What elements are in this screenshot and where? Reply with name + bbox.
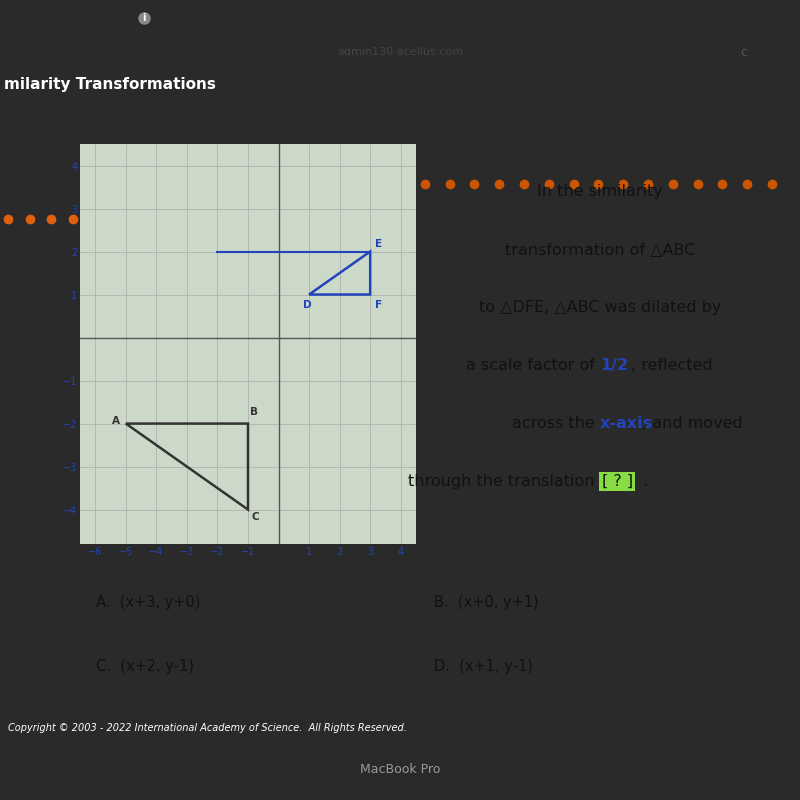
Text: E: E [374, 239, 382, 250]
Text: A.  (x+3, y+0): A. (x+3, y+0) [97, 594, 201, 610]
Text: across the: across the [512, 416, 600, 431]
Text: B.  (x+0, y+1): B. (x+0, y+1) [434, 594, 538, 610]
Text: D.  (x+1, y-1): D. (x+1, y-1) [434, 658, 533, 674]
Text: a scale factor of: a scale factor of [466, 358, 600, 373]
Text: , and moved: , and moved [642, 416, 743, 431]
Text: , reflected: , reflected [631, 358, 713, 373]
Text: D: D [303, 300, 312, 310]
Text: 1/2: 1/2 [600, 358, 628, 373]
Text: .: . [642, 474, 647, 489]
Text: B: B [250, 407, 258, 417]
Text: through the translation: through the translation [408, 474, 600, 489]
Text: F: F [374, 300, 382, 310]
Text: c: c [741, 46, 747, 58]
Text: i: i [142, 13, 146, 23]
Text: C.  (x+2, y-1): C. (x+2, y-1) [97, 658, 194, 674]
Text: In the similarity: In the similarity [537, 184, 663, 199]
Text: Copyright © 2003 - 2022 International Academy of Science.  All Rights Reserved.: Copyright © 2003 - 2022 International Ac… [8, 723, 407, 733]
Text: C: C [251, 512, 258, 522]
Text: MacBook Pro: MacBook Pro [360, 762, 440, 776]
Text: [ ? ]: [ ? ] [602, 474, 633, 489]
Text: milarity Transformations: milarity Transformations [4, 77, 216, 91]
Text: transformation of △ABC: transformation of △ABC [505, 242, 695, 257]
Text: x-axis: x-axis [600, 416, 653, 431]
Text: admin130.acellus.com: admin130.acellus.com [337, 47, 463, 57]
Text: A: A [112, 417, 120, 426]
Text: to △DFE, △ABC was dilated by: to △DFE, △ABC was dilated by [479, 300, 721, 315]
